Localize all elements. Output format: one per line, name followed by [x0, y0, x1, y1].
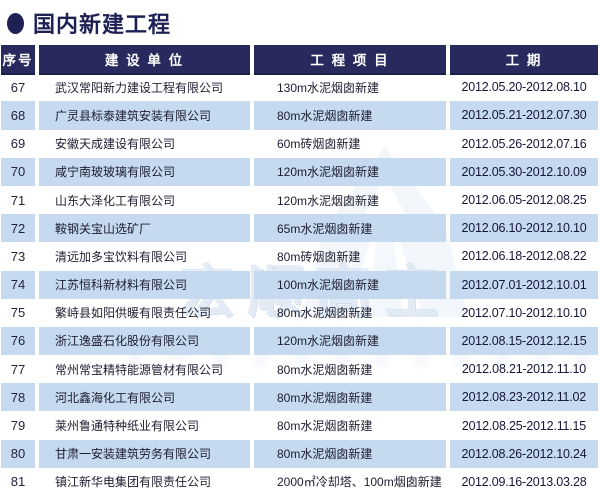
projects-table: 序号 建 设 单 位 工 程 项 目 工 期 67 武汉常阳新力建设工程有限公司…	[1, 45, 598, 496]
row-period: 2012.05.21-2012.07.30	[450, 101, 598, 130]
row-project: 120m水泥烟囱新建	[254, 157, 446, 186]
row-period: 2012.05.30-2012.10.09	[450, 157, 598, 186]
page-title: 国内新建工程	[33, 12, 172, 37]
row-company: 常州常宝精特能源管材有限公司	[55, 362, 224, 377]
row-company: 繁峙县如阳供暖有限责任公司	[55, 306, 212, 321]
row-seq: 70	[1, 157, 35, 186]
row-seq: 80	[1, 439, 35, 468]
row-company: 河北鑫海化工有限公司	[39, 383, 250, 412]
page-header: 国内新建工程	[7, 8, 171, 38]
row-project: 65m水泥烟囱新建	[254, 214, 446, 243]
row-period: 2012.07.01-2012.10.01	[450, 270, 598, 299]
col-header-period: 工 期	[450, 45, 598, 75]
row-period: 2012.06.18-2012.08.22	[461, 249, 587, 264]
row-project: 80m砖烟囱新建	[277, 249, 361, 264]
row-seq: 68	[1, 101, 35, 130]
row-company: 甘肃一安装建筑劳务有限公司	[39, 439, 250, 468]
row-period: 2012.08.26-2012.10.24	[450, 439, 598, 468]
row-period: 2012.06.05-2012.08.25	[461, 193, 587, 208]
row-project: 80m水泥烟囱新建	[277, 362, 373, 377]
row-project: 60m砖烟囱新建	[277, 137, 361, 152]
col-header-seq: 序号	[1, 45, 35, 75]
row-company: 广灵县标泰建筑安装有限公司	[39, 101, 250, 130]
row-period: 2012.05.20-2012.08.10	[461, 80, 587, 95]
row-project: 2000㎡冷却塔、100m烟囱新建	[277, 475, 442, 490]
row-seq: 81	[10, 474, 26, 490]
row-company: 浙江逸盛石化股份有限公司	[39, 326, 250, 356]
row-seq: 69	[10, 136, 26, 152]
row-seq: 75	[10, 305, 26, 321]
row-company: 山东大泽化工有限公司	[55, 193, 176, 208]
row-company: 莱州鲁通特种纸业有限公司	[55, 419, 200, 434]
row-company: 鞍钢关宝山选矿厂	[39, 214, 250, 243]
row-period: 2012.09.16-2013.03.28	[461, 474, 587, 489]
row-period: 2012.05.26-2012.07.16	[461, 136, 587, 151]
row-seq: 67	[10, 79, 26, 95]
row-project: 130m水泥烟囱新建	[277, 80, 380, 95]
row-seq: 71	[10, 192, 26, 208]
row-seq: 74	[1, 270, 35, 299]
row-period: 2012.08.23-2012.11.02	[450, 383, 598, 412]
row-period: 2012.08.21-2012.11.10	[461, 362, 587, 377]
row-project: 80m水泥烟囱新建	[254, 383, 446, 412]
row-company: 武汉常阳新力建设工程有限公司	[55, 80, 224, 95]
row-project: 80m水泥烟囱新建	[254, 101, 446, 130]
row-project: 120m水泥烟囱新建	[254, 326, 446, 356]
row-period: 2012.08.15-2012.12.15	[450, 326, 598, 356]
row-company: 江苏恒科新材料有限公司	[39, 270, 250, 299]
row-period: 2012.07.10-2012.10.10	[461, 305, 587, 320]
col-header-project: 工 程 项 目	[254, 45, 446, 75]
row-project: 80m水泥烟囱新建	[277, 419, 373, 434]
row-seq: 73	[10, 248, 26, 264]
row-period: 2012.06.10-2012.10.10	[450, 214, 598, 243]
row-seq: 76	[1, 326, 35, 356]
row-company: 镇江新华电集团有限责任公司	[55, 475, 212, 490]
bullet-icon	[7, 12, 24, 34]
row-period: 2012.08.25-2012.11.15	[461, 418, 587, 433]
row-project: 80m水泥烟囱新建	[254, 439, 446, 468]
row-project: 100m水泥烟囱新建	[254, 270, 446, 299]
row-seq: 78	[1, 383, 35, 412]
row-project: 120m水泥烟囱新建	[277, 193, 380, 208]
row-company: 安徽天成建设有限公司	[55, 137, 176, 152]
row-seq: 77	[10, 361, 26, 377]
row-seq: 72	[1, 214, 35, 243]
row-company: 清远加多宝饮料有限公司	[55, 249, 188, 264]
row-company: 咸宁南玻玻璃有限公司	[39, 157, 250, 186]
row-project: 80m水泥烟囱新建	[277, 306, 373, 321]
col-header-company: 建 设 单 位	[39, 45, 250, 75]
row-seq: 79	[10, 418, 26, 434]
